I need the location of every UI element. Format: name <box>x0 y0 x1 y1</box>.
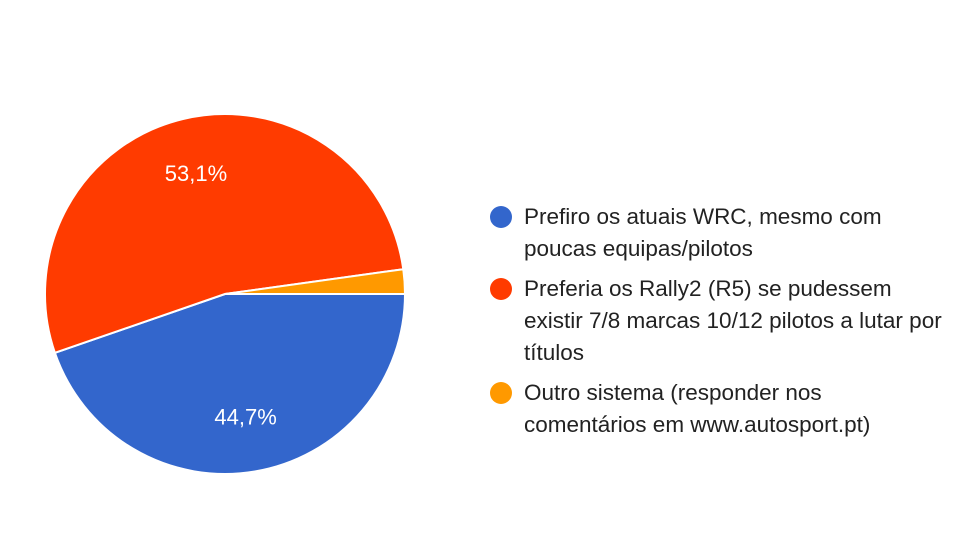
legend-label-outro-sistema: Outro sistema (responder nos comentários… <box>524 380 871 437</box>
legend-item-atuais-wrc: Prefiro os atuais WRC, mesmo com poucas … <box>490 201 950 265</box>
legend-swatch-rally2 <box>490 278 512 300</box>
legend-label-atuais-wrc: Prefiro os atuais WRC, mesmo com poucas … <box>524 204 882 261</box>
legend: Prefiro os atuais WRC, mesmo com poucas … <box>490 201 950 449</box>
slice-label-rally2: 53,1% <box>165 161 227 186</box>
legend-swatch-atuais-wrc <box>490 206 512 228</box>
pie-slice-rally2 <box>44 113 405 355</box>
pie-slice-atuais-wrc <box>53 293 407 475</box>
slice-label-atuais-wrc: 44,7% <box>214 404 276 429</box>
legend-item-outro-sistema: Outro sistema (responder nos comentários… <box>490 377 950 441</box>
legend-item-rally2: Preferia os Rally2 (R5) se pudessem exis… <box>490 273 950 369</box>
legend-label-rally2: Preferia os Rally2 (R5) se pudessem exis… <box>524 276 942 365</box>
pie-slice-outro-sistema <box>224 268 407 295</box>
legend-swatch-outro-sistema <box>490 382 512 404</box>
pie-chart: 44,7% 53,1% <box>44 113 407 475</box>
